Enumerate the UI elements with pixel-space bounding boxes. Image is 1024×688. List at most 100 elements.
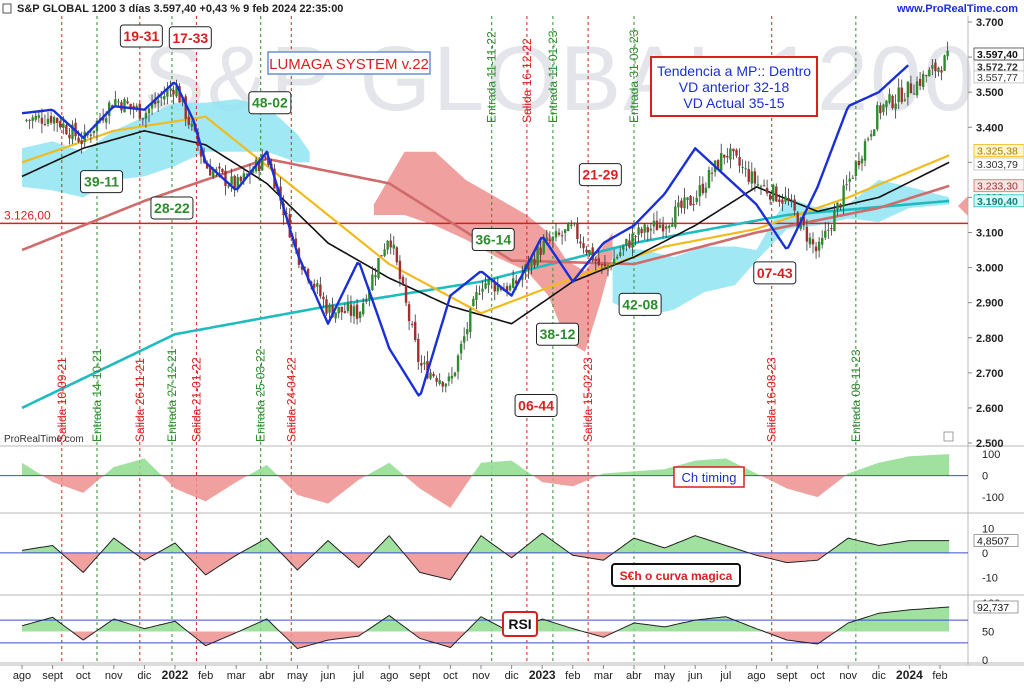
candle-body xyxy=(695,197,698,203)
candle-body xyxy=(533,259,536,266)
time-tick-label: may xyxy=(287,670,308,682)
candle-body xyxy=(306,269,310,281)
candle-body xyxy=(634,236,637,238)
candle-body xyxy=(701,183,705,194)
candle-body xyxy=(885,100,888,108)
candle-body xyxy=(903,99,907,101)
ch-timing-tick-label: 100 xyxy=(982,449,1000,461)
time-tick-label: 2024 xyxy=(896,668,923,682)
candle-body xyxy=(658,224,662,228)
candle-body xyxy=(557,232,561,235)
candle-body xyxy=(897,87,900,103)
sch-tick-label: 10 xyxy=(982,523,994,535)
candle-body xyxy=(567,223,570,232)
candle-body xyxy=(912,93,916,95)
sch-area-negative xyxy=(22,552,950,580)
candle-body xyxy=(863,141,867,161)
candle-body xyxy=(814,246,818,252)
candle-body xyxy=(429,372,432,379)
candle-body xyxy=(622,245,625,250)
candle-body xyxy=(407,304,411,322)
score-box xyxy=(578,163,622,187)
candle-body xyxy=(89,134,93,136)
candle-body xyxy=(576,222,579,239)
time-tick-label: feb xyxy=(932,670,947,682)
candle-body xyxy=(126,101,129,104)
time-tick-label: jun xyxy=(687,670,703,682)
candle-body xyxy=(542,240,545,254)
candle-body xyxy=(551,236,555,241)
candle-body xyxy=(469,308,472,332)
candle-body xyxy=(940,70,943,73)
candle-body xyxy=(738,157,741,166)
ch-timing-area-negative xyxy=(22,475,950,508)
candle-body xyxy=(784,196,787,202)
candle-body xyxy=(205,164,209,169)
candle-body xyxy=(135,105,138,109)
candle-body xyxy=(410,323,414,325)
candle-body xyxy=(680,200,683,208)
candle-body xyxy=(677,202,680,208)
candle-body xyxy=(55,117,59,124)
candle-body xyxy=(600,264,604,266)
candle-body xyxy=(879,105,882,114)
sch-last-label: 4,8507 xyxy=(977,536,1009,548)
candle-body xyxy=(472,298,475,307)
price-marker-label: 3.557,77 xyxy=(977,72,1018,84)
score-box xyxy=(119,24,163,48)
candle-body xyxy=(450,375,454,379)
candle-body xyxy=(744,168,747,170)
candle-body xyxy=(790,200,793,202)
candle-body xyxy=(166,89,169,97)
signal-label-exit: Salida 24-04-22 xyxy=(284,357,298,442)
rsi-last-label: 92,737 xyxy=(977,602,1009,614)
price-tick-label: 3.500 xyxy=(976,87,1004,99)
candle-body xyxy=(845,184,848,186)
candle-body xyxy=(462,336,466,343)
candle-body xyxy=(414,321,417,341)
cloud-red-edge xyxy=(958,196,968,216)
sch-tick-label: -10 xyxy=(982,572,998,584)
candle-body xyxy=(631,233,634,248)
time-tick-label: sept xyxy=(42,670,63,682)
candle-body xyxy=(554,231,558,238)
candle-body xyxy=(820,237,824,245)
score-box-text: 39-11 xyxy=(84,174,119,190)
candle-body xyxy=(147,108,151,114)
sch-area-positive xyxy=(22,533,950,553)
candle-body xyxy=(888,94,891,103)
candle-body xyxy=(560,235,564,237)
time-tick-label: nov xyxy=(472,670,490,682)
candle-body xyxy=(775,186,778,202)
candle-body xyxy=(349,304,353,316)
price-tick-label: 2.500 xyxy=(976,438,1004,450)
candle-body xyxy=(208,167,212,176)
candle-body xyxy=(417,338,420,362)
candle-body xyxy=(873,129,876,136)
candle-body xyxy=(772,184,775,201)
candle-body xyxy=(144,112,148,119)
candle-body xyxy=(365,300,368,302)
candle-body xyxy=(882,104,885,113)
candle-body xyxy=(594,259,597,261)
time-tick-label: ago xyxy=(747,670,765,682)
sch-tick-label: 0 xyxy=(982,548,988,560)
candle-body xyxy=(671,224,674,227)
candle-body xyxy=(643,224,646,233)
candle-body xyxy=(117,101,120,103)
system-title: LUMAGA SYSTEM v.22 xyxy=(269,56,429,73)
time-tick-label: oct xyxy=(76,670,91,682)
candle-body xyxy=(65,125,68,135)
candle-body xyxy=(224,170,227,186)
candle-body xyxy=(358,311,362,319)
signal-label-exit: Salida 16-12-22 xyxy=(520,38,534,123)
candle-body xyxy=(447,376,451,382)
candle-body xyxy=(383,249,386,256)
signal-label-entry: Entrada 25-03-22 xyxy=(254,348,268,442)
candle-body xyxy=(62,123,65,129)
candle-body xyxy=(175,86,178,97)
time-tick-label: sept xyxy=(409,670,430,682)
time-tick-label: dic xyxy=(872,670,887,682)
candle-body xyxy=(172,90,175,95)
trend-box xyxy=(650,56,818,117)
